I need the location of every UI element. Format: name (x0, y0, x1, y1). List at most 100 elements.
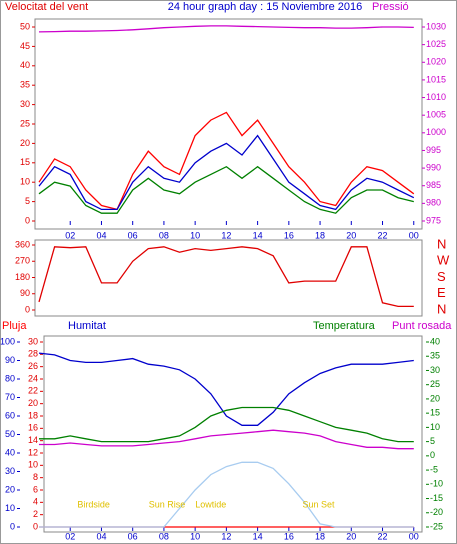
x-tick-label: 00 (409, 230, 419, 240)
x-tick-label: 16 (284, 230, 294, 240)
x-tick-label: 14 (253, 531, 263, 541)
y-tick-label: 2 (33, 509, 38, 519)
x-tick-label: 16 (284, 531, 294, 541)
y-tick-label: 30 (28, 336, 38, 346)
y-tick-label: 0 (25, 304, 30, 314)
plot-frame (43, 335, 423, 533)
y2-tick-label: 1000 (426, 127, 446, 137)
y-tick-label: 18 (28, 410, 38, 420)
annotation: Sun Rise (149, 499, 186, 509)
y2-tick-label: 1025 (426, 39, 446, 49)
y2-tick-label: 1010 (426, 92, 446, 102)
y-tick-label: 45 (20, 41, 30, 51)
chart-title: 24 hour graph day : 15 Noviembre 2016 (168, 1, 362, 13)
series-line (39, 429, 414, 450)
h-tick-label: 30 (5, 466, 15, 476)
annotation: Lowtide (195, 499, 226, 509)
y-tick-label: 10 (28, 460, 38, 470)
compass-label: N (437, 236, 446, 251)
y2-tick-label: 1015 (426, 74, 446, 84)
y-label: Velocitat del vent (5, 1, 88, 13)
y-tick-label: 28 (28, 349, 38, 359)
x-tick-label: 06 (128, 230, 138, 240)
h-tick-label: 40 (5, 447, 15, 457)
h-tick-label: 10 (5, 503, 15, 513)
series-line (39, 406, 414, 443)
y2-tick-label: -25 (430, 521, 443, 531)
x-tick-label: 12 (221, 531, 231, 541)
y-tick-label: 30 (20, 99, 30, 109)
x-tick-label: 22 (378, 230, 388, 240)
h-tick-label: 90 (5, 355, 15, 365)
compass-label: E (437, 285, 446, 300)
y2-tick-label: 10 (430, 422, 440, 432)
y-tick-label: 5 (25, 196, 30, 206)
y-tick-label: 14 (28, 435, 38, 445)
h-tick-label: 70 (5, 392, 15, 402)
x-tick-label: 20 (346, 531, 356, 541)
series-line (38, 246, 414, 308)
x-tick-label: 02 (65, 230, 75, 240)
y2-tick-label: -15 (430, 493, 443, 503)
y2-tick-label: 0 (430, 450, 435, 460)
y2-tick-label: -20 (430, 507, 443, 517)
y-tick-label: 8 (33, 472, 38, 482)
x-tick-label: 14 (253, 230, 263, 240)
y2-tick-label: 990 (426, 162, 441, 172)
y-tick-label: 270 (15, 256, 30, 266)
x-tick-label: 08 (159, 230, 169, 240)
x-tick-label: 10 (190, 230, 200, 240)
y-tick-label: 15 (20, 157, 30, 167)
compass-label: S (437, 269, 446, 284)
legend-label: Punt rosada (392, 320, 452, 332)
y2-tick-label: 20 (430, 393, 440, 403)
series-line (38, 111, 415, 211)
legend-label: Pluja (2, 320, 27, 332)
x-tick-label: 00 (409, 531, 419, 541)
y2-label: Pressió (372, 1, 409, 13)
y-tick-label: 6 (33, 484, 38, 494)
y2-tick-label: 1005 (426, 110, 446, 120)
y2-tick-label: 15 (430, 408, 440, 418)
y-tick-label: 50 (20, 21, 30, 31)
x-tick-label: 10 (190, 531, 200, 541)
h-tick-label: 50 (5, 429, 15, 439)
annotation: Sun Set (302, 499, 335, 509)
y-tick-label: 26 (28, 361, 38, 371)
series-line (39, 461, 414, 528)
y-tick-label: 24 (28, 373, 38, 383)
y-tick-label: 180 (15, 272, 30, 282)
y-tick-label: 16 (28, 423, 38, 433)
annotation: Birdside (77, 499, 110, 509)
x-tick-label: 12 (221, 230, 231, 240)
y-tick-label: 0 (25, 215, 30, 225)
x-tick-label: 20 (346, 230, 356, 240)
x-tick-label: 22 (378, 531, 388, 541)
y-tick-label: 20 (20, 138, 30, 148)
h-tick-label: 20 (5, 484, 15, 494)
y2-tick-label: 975 (426, 215, 441, 225)
x-tick-label: 06 (128, 531, 138, 541)
legend-label: Humitat (68, 320, 106, 332)
x-tick-label: 02 (65, 531, 75, 541)
y-tick-label: 10 (20, 177, 30, 187)
y-tick-label: 90 (20, 288, 30, 298)
y2-tick-label: 1030 (426, 21, 446, 31)
series-line (38, 134, 415, 211)
compass-label: N (437, 301, 446, 316)
x-tick-label: 18 (315, 230, 325, 240)
y-tick-label: 4 (33, 497, 38, 507)
y-tick-label: 25 (20, 118, 30, 128)
h-tick-label: 0 (10, 521, 15, 531)
legend-label: Temperatura (313, 320, 376, 332)
y-tick-label: 360 (15, 239, 30, 249)
y2-tick-label: 1020 (426, 57, 446, 67)
y2-tick-label: -10 (430, 479, 443, 489)
y2-tick-label: 25 (430, 379, 440, 389)
y2-tick-label: 995 (426, 145, 441, 155)
h-tick-label: 60 (5, 410, 15, 420)
y-tick-label: 12 (28, 447, 38, 457)
y2-tick-label: 980 (426, 198, 441, 208)
